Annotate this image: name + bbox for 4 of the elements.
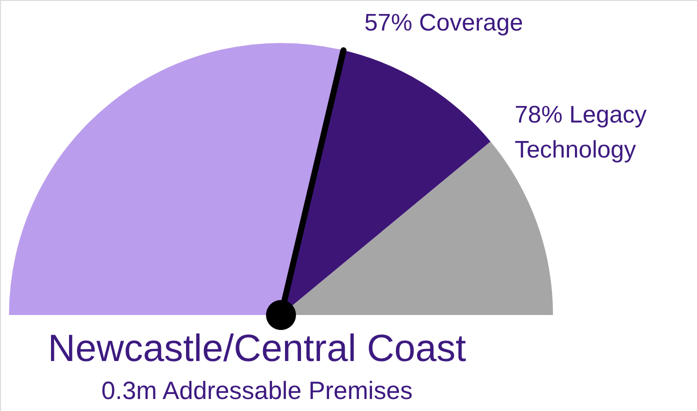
slice-label: 57% Coverage [364, 10, 524, 37]
text: 0.3m Addressable Premises [101, 377, 413, 405]
slice-label: 78% Legacy Technology [514, 102, 647, 164]
text: Newcastle/Central Coast [48, 328, 467, 370]
